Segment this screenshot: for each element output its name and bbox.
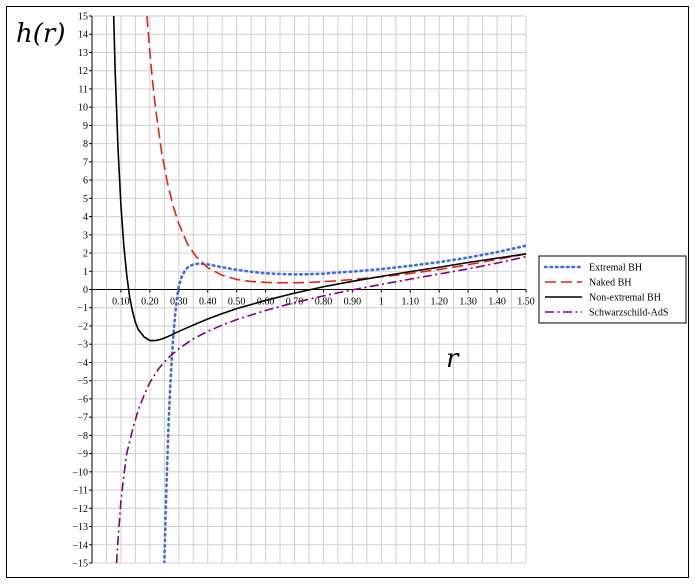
x-axis-label: r <box>446 344 460 374</box>
legend-label: Schwarzschild-AdS <box>589 308 668 319</box>
y-tick-label: −11 <box>73 486 88 497</box>
y-tick-labels: 1514131211109876543210−1−2−3−4−5−6−7−8−9… <box>72 12 92 570</box>
chart-frame <box>6 6 689 578</box>
x-tick-label: 0.90 <box>344 297 362 308</box>
y-tick-label: −8 <box>77 431 88 442</box>
y-axis-label: h(r) <box>16 19 65 49</box>
y-tick-label: −15 <box>72 559 88 570</box>
y-tick-label: 7 <box>83 157 88 168</box>
x-tick-label: 1.50 <box>517 297 535 308</box>
x-tick-label: 1.40 <box>488 297 506 308</box>
y-tick-label: 9 <box>83 121 88 132</box>
y-tick-label: −14 <box>72 540 88 551</box>
y-tick-label: −5 <box>77 376 88 387</box>
y-tick-label: −10 <box>72 467 88 478</box>
legend-label: Non-extremal BH <box>589 293 661 304</box>
y-tick-label: 4 <box>83 212 88 223</box>
y-tick-label: −2 <box>77 321 88 332</box>
legend-label: Naked BH <box>589 278 632 289</box>
x-tick-label: 0.10 <box>112 297 130 308</box>
y-tick-label: 15 <box>78 12 88 23</box>
y-tick-label: −7 <box>77 413 88 424</box>
y-tick-label: 10 <box>78 103 88 114</box>
y-tick-label: −13 <box>72 522 88 533</box>
y-tick-label: −9 <box>77 449 88 460</box>
y-tick-label: 8 <box>83 139 88 150</box>
x-tick-label: 0.60 <box>257 297 275 308</box>
legend-label: Extremal BH <box>589 263 642 274</box>
x-tick-label: 1.10 <box>402 297 420 308</box>
series-lines <box>112 16 526 563</box>
series-line-extremal-bh <box>163 244 526 563</box>
y-tick-label: 14 <box>78 30 88 41</box>
legend: Extremal BH Naked BH Non-extremal BH Schwar… <box>538 255 687 324</box>
y-tick-label: −3 <box>77 340 88 351</box>
x-tick-label: 1.20 <box>430 297 448 308</box>
y-tick-label: 13 <box>78 48 88 59</box>
y-tick-label: 12 <box>78 66 88 77</box>
y-tick-label: −1 <box>77 303 88 314</box>
y-tick-label: 2 <box>83 249 88 260</box>
y-tick-label: −6 <box>77 394 88 405</box>
y-tick-label: 5 <box>83 194 88 205</box>
y-tick-label: 6 <box>83 176 88 187</box>
y-tick-label: 0 <box>83 285 88 296</box>
series-line-schwarzschild-ads <box>115 255 526 563</box>
y-tick-label: 1 <box>83 267 88 278</box>
y-tick-label: 11 <box>78 84 88 95</box>
series-line-naked-bh <box>146 16 526 284</box>
series-line-non-extremal-bh <box>112 16 526 342</box>
x-tick-label: 1.30 <box>459 297 477 308</box>
y-tick-label: 3 <box>83 230 88 241</box>
x-tick-label: 1 <box>379 297 384 308</box>
x-tick-label: 0.40 <box>199 297 217 308</box>
x-tick-label: 0.30 <box>170 297 188 308</box>
x-tick-label: 0.20 <box>141 297 159 308</box>
x-tick-label: 0.80 <box>315 297 333 308</box>
y-tick-label: −4 <box>77 358 88 369</box>
y-tick-label: −12 <box>72 504 88 515</box>
x-tick-label: 0.50 <box>228 297 246 308</box>
